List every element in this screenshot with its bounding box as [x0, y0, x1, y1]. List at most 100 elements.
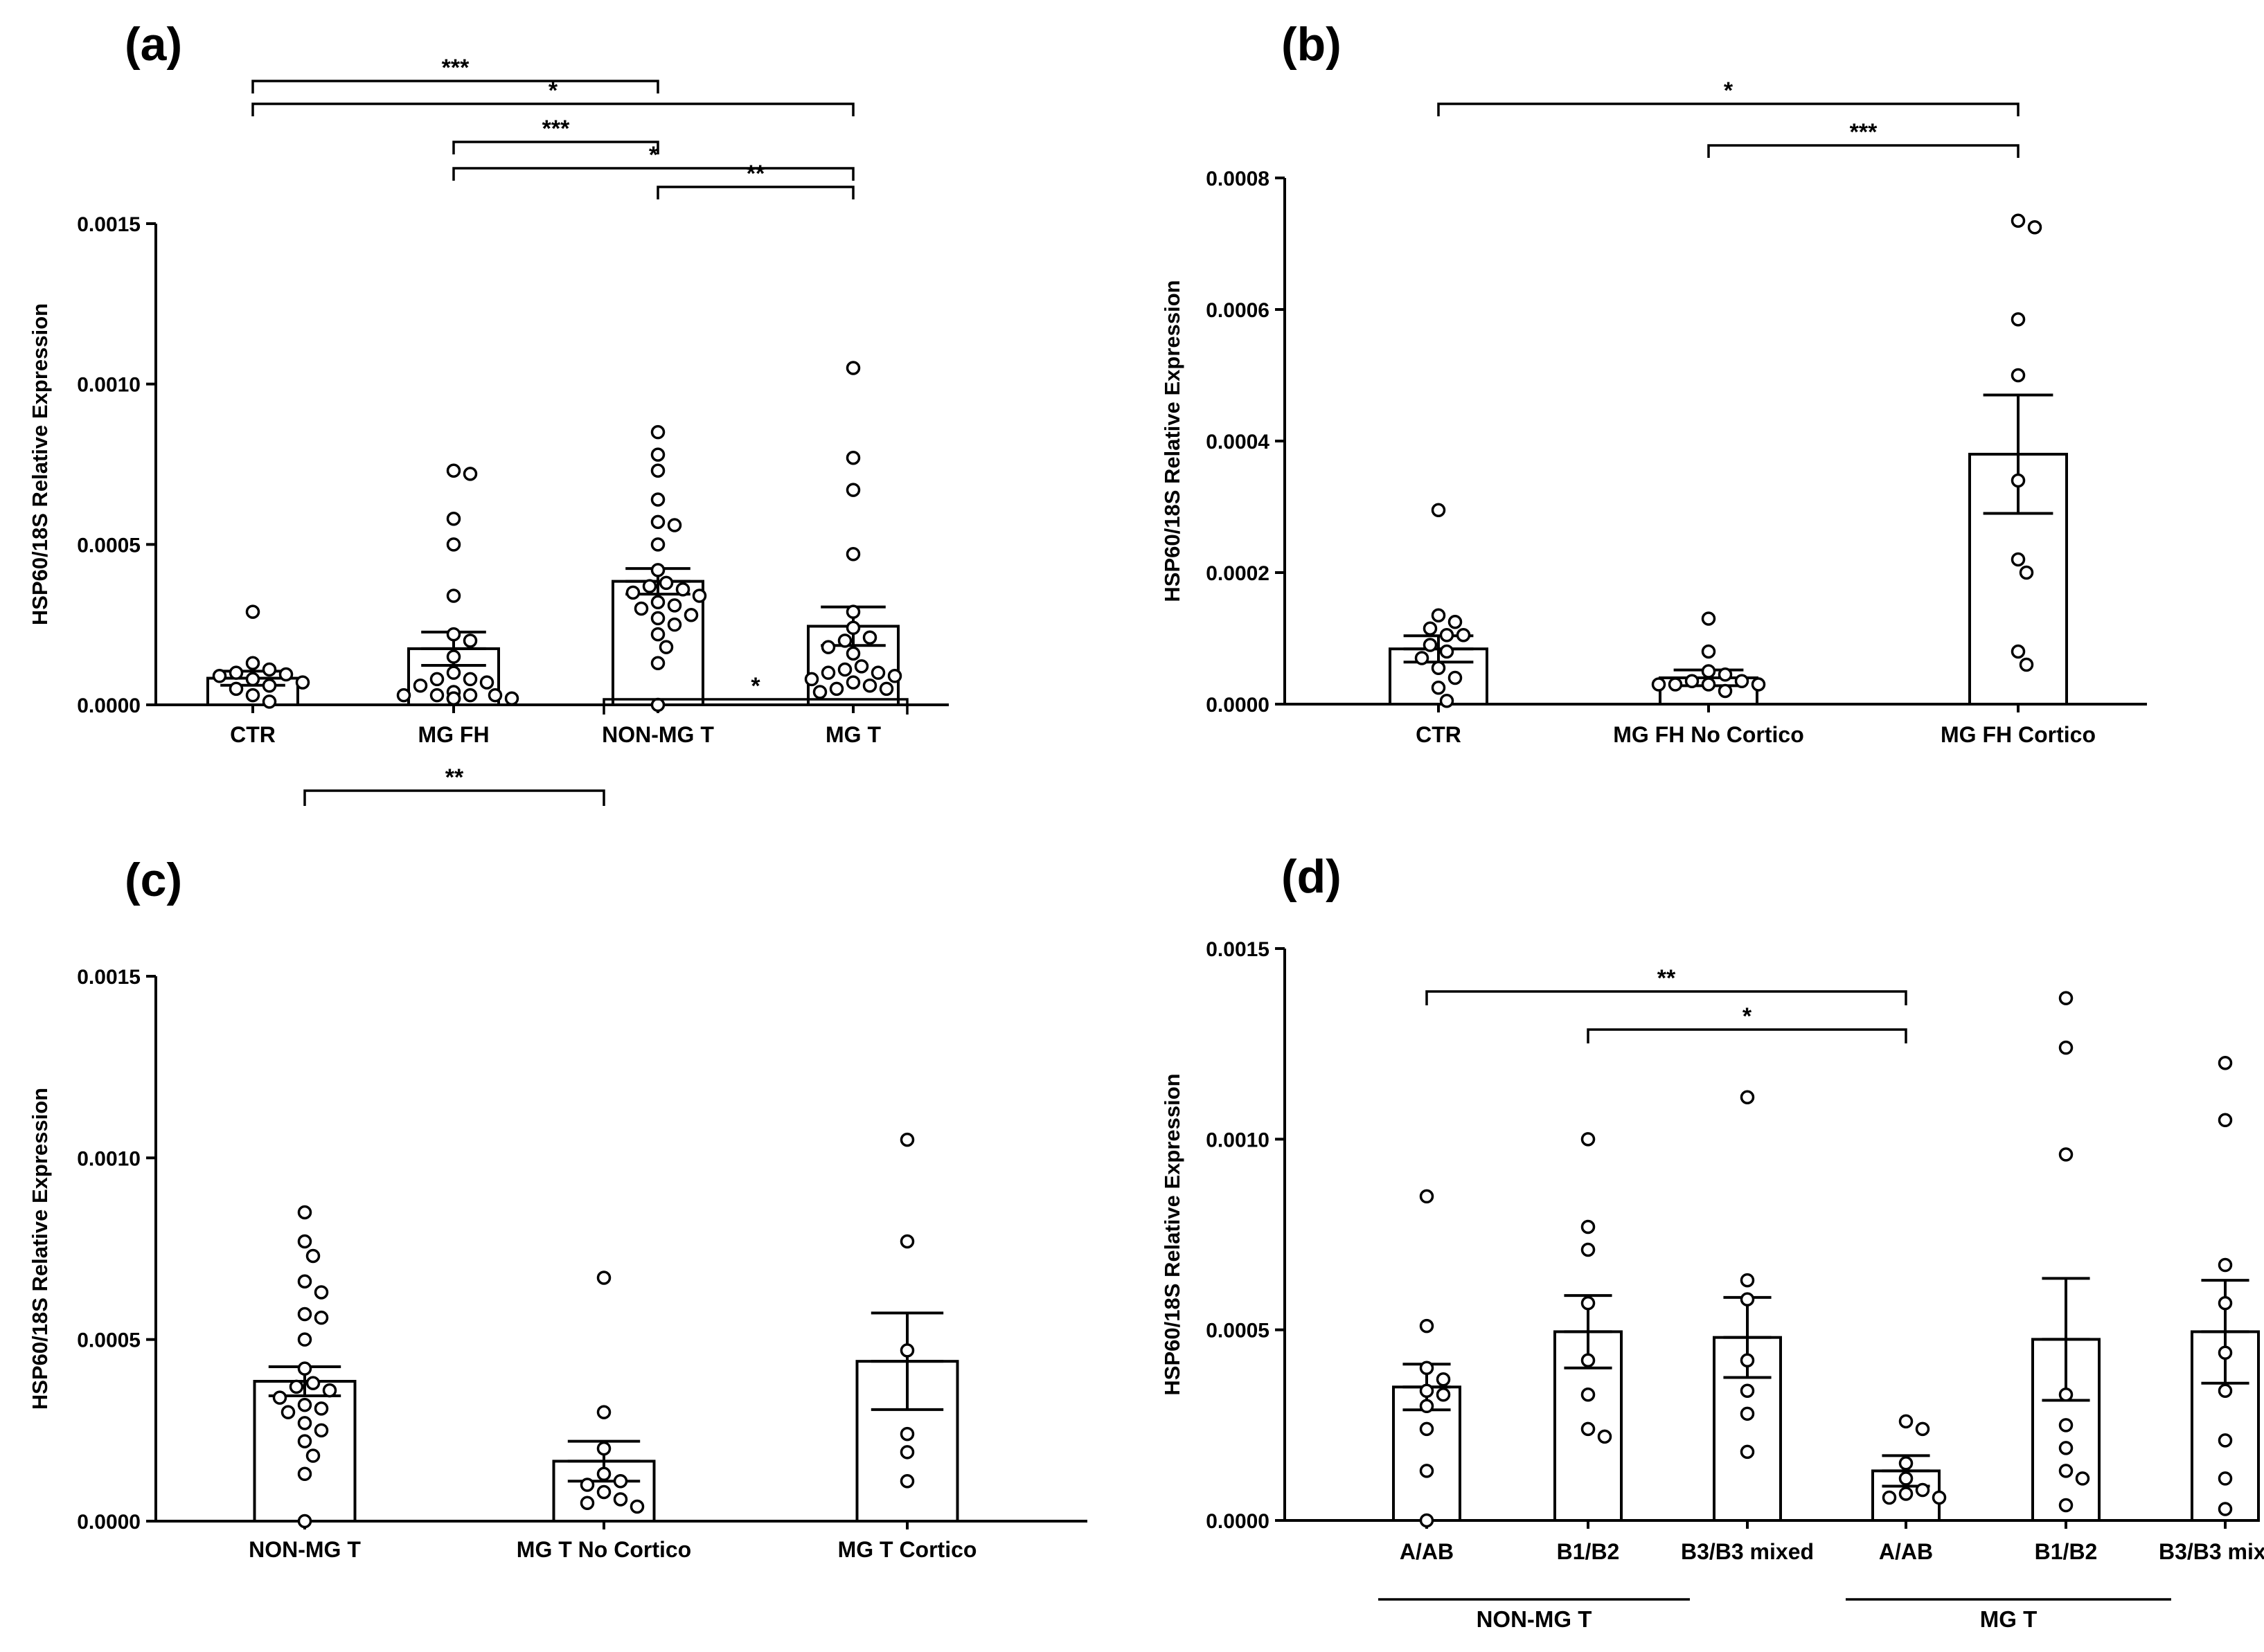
data-point	[650, 424, 666, 440]
data-point	[829, 681, 844, 697]
panel-a: (a) HSP60/18S Relative Expression 0.0000 0.…	[28, 18, 949, 747]
data-point	[2027, 220, 2042, 235]
data-point	[229, 681, 244, 697]
category-label: B3/B3 mixed	[1681, 1539, 1814, 1564]
data-point	[463, 467, 478, 481]
y-tick-label: 0.0000	[77, 694, 141, 717]
data-point	[1740, 1444, 1755, 1460]
category-label: B1/B2	[2035, 1539, 2098, 1564]
data-point	[2058, 1388, 2074, 1402]
data-point	[650, 611, 666, 626]
panel-label: (a)	[125, 18, 182, 71]
data-point	[297, 1332, 312, 1347]
data-point	[278, 667, 294, 682]
category-label: MG T Cortico	[838, 1537, 977, 1562]
data-point	[305, 1248, 321, 1264]
data-point	[2218, 1383, 2233, 1399]
data-point	[1898, 1471, 1914, 1486]
significance-bracket	[1437, 102, 2020, 116]
significance-label: *	[1724, 78, 1733, 104]
data-point	[1898, 1487, 1914, 1501]
data-point	[297, 1234, 312, 1249]
data-point	[245, 604, 260, 619]
data-point	[650, 447, 666, 462]
data-point	[1898, 1456, 1914, 1471]
data-point	[1419, 1318, 1434, 1334]
data-point	[280, 1405, 296, 1419]
data-point	[821, 665, 836, 680]
data-point	[2058, 1464, 2074, 1478]
data-point	[1597, 1429, 1612, 1444]
data-point	[846, 646, 861, 661]
significance-label: ***	[442, 55, 470, 81]
data-point	[667, 518, 682, 532]
data-point	[667, 617, 682, 632]
data-point	[429, 688, 445, 703]
y-axis-label: HSP60/18S Relative Expression	[1160, 1073, 1184, 1395]
data-point	[1580, 1242, 1596, 1257]
data-point	[650, 463, 666, 478]
panel-label: (d)	[1281, 850, 1342, 903]
data-point	[446, 589, 461, 603]
data-point	[1419, 1399, 1434, 1414]
significance-label: *	[649, 142, 659, 168]
data-point	[650, 627, 666, 642]
data-point	[446, 627, 461, 642]
data-point	[446, 537, 461, 552]
data-point	[1423, 621, 1438, 636]
data-point	[2019, 565, 2034, 580]
y-tick-label: 0.0015	[77, 966, 141, 989]
y-tick-label: 0.0000	[77, 1511, 141, 1534]
data-point	[245, 656, 260, 671]
data-point	[900, 1474, 915, 1489]
data-point	[2218, 1295, 2233, 1311]
data-point	[596, 1271, 612, 1285]
data-point	[1734, 674, 1749, 688]
panel-b: (b) HSP60/18S Relative Expression 0.0000 0.…	[1160, 18, 2147, 747]
data-point	[596, 1484, 612, 1500]
data-point	[297, 1274, 312, 1289]
data-point	[879, 681, 894, 697]
data-point	[1740, 1383, 1755, 1399]
category-label: NON-MG T	[602, 722, 714, 747]
data-point	[488, 688, 503, 703]
data-point	[1751, 677, 1766, 692]
data-point	[650, 537, 666, 552]
data-point	[297, 1514, 312, 1529]
panel-label: (b)	[1281, 18, 1342, 71]
data-point	[1580, 1421, 1596, 1437]
data-point	[900, 1445, 915, 1460]
category-label: B3/B3 mixed	[2159, 1539, 2264, 1564]
significance-bracket	[1425, 990, 1907, 1005]
data-point	[2218, 1345, 2233, 1360]
data-point	[642, 579, 657, 593]
category-label: A/AB	[1879, 1539, 1933, 1564]
data-point	[272, 1390, 287, 1405]
data-point	[504, 691, 519, 706]
data-point	[297, 1434, 312, 1448]
data-point	[245, 672, 260, 687]
data-point	[2011, 213, 2026, 228]
data-point	[812, 685, 828, 699]
data-point	[596, 1405, 612, 1419]
significance-label: *	[549, 78, 558, 104]
data-point	[1740, 1406, 1755, 1421]
data-point	[1419, 1464, 1434, 1478]
data-point	[2058, 1498, 2074, 1513]
category-label: A/AB	[1400, 1539, 1454, 1564]
significance-bracket	[657, 186, 855, 199]
data-point	[650, 563, 666, 577]
data-point	[2218, 1257, 2233, 1273]
data-point	[675, 582, 690, 597]
data-point	[262, 694, 277, 709]
data-point	[297, 1466, 312, 1482]
significance-label: *	[751, 673, 760, 699]
data-point	[613, 1492, 628, 1507]
category-label: MG T	[826, 722, 881, 747]
data-point	[446, 691, 461, 706]
data-point	[446, 463, 461, 478]
data-point	[887, 669, 902, 683]
data-point	[1439, 644, 1454, 659]
data-point	[1651, 677, 1666, 692]
